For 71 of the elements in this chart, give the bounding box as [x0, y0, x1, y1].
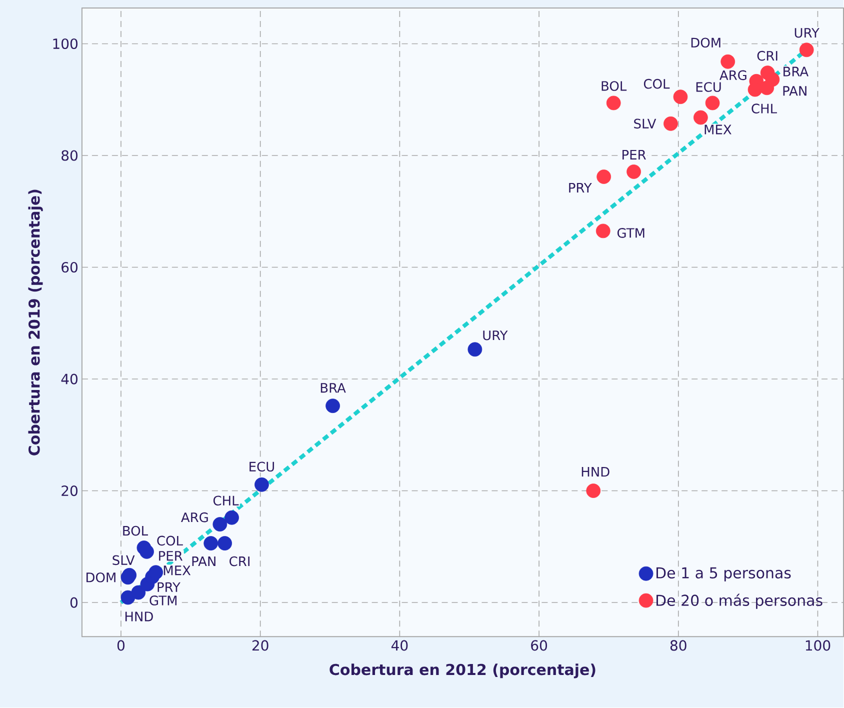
point: [254, 478, 269, 492]
point: [596, 170, 612, 184]
annotation: COL: [157, 536, 183, 546]
annotation: URY: [483, 330, 508, 340]
point: [664, 116, 678, 132]
x-tick-label: 0: [117, 640, 124, 651]
y-tick-label: 80: [62, 150, 78, 162]
annotation: PRY: [569, 183, 592, 193]
x-axis-title: Cobertura en 2012 (porcentaje): [330, 664, 596, 678]
annotation: CRI: [230, 556, 250, 566]
point: [626, 164, 641, 180]
x-tick-label: 20: [252, 640, 268, 651]
annotation: SLV: [112, 555, 135, 566]
point: [748, 82, 762, 97]
point: [224, 510, 239, 525]
point: [596, 224, 610, 238]
y-tick-label: 20: [62, 486, 78, 496]
point: [140, 544, 154, 560]
annotation: PAN: [192, 556, 216, 566]
x-tick-label: 60: [531, 640, 548, 651]
point: [218, 536, 232, 551]
annotation: DOM: [691, 38, 720, 48]
annotation: BOL: [602, 81, 627, 92]
y-tick-label: 100: [53, 38, 78, 50]
point: [204, 536, 218, 551]
point: [693, 110, 708, 125]
point: [720, 54, 736, 70]
annotation: BRA: [320, 383, 346, 393]
y-axis-title: Cobertura en 2019 (porcentaje): [28, 190, 43, 456]
annotation: ARG: [720, 70, 746, 80]
annotation: PAN: [783, 86, 806, 96]
point: [326, 398, 340, 414]
point: [468, 342, 482, 357]
annotation: GTM: [150, 596, 176, 606]
legend-label: De 1 a 5 personas: [656, 568, 791, 582]
annotation: PER: [622, 150, 646, 160]
x-tick-label: 40: [391, 640, 408, 651]
annotation: ECU: [250, 462, 274, 472]
annotation: MEX: [704, 124, 732, 134]
y-tick-label: 60: [62, 262, 78, 273]
point: [673, 90, 688, 104]
annotation: DOM: [86, 572, 116, 583]
annotation: BRA: [784, 66, 808, 76]
annotation: CHL: [752, 104, 777, 114]
annotation: SLV: [634, 118, 656, 129]
annotation: CRI: [757, 51, 778, 61]
y-tick-label: 0: [70, 597, 78, 608]
point: [606, 96, 621, 110]
legend-label: De 20 o más personas: [656, 594, 822, 610]
y-tick-label: 40: [61, 374, 78, 385]
annotation: CHL: [213, 496, 239, 506]
annotation: COL: [644, 79, 670, 89]
annotation: PER: [159, 551, 182, 561]
annotation: GTM: [617, 228, 644, 238]
point: [148, 565, 164, 580]
x-tick-label: 80: [670, 640, 686, 651]
point: [705, 96, 720, 110]
annotation: BOL: [123, 526, 148, 536]
annotation: ARG: [181, 512, 208, 522]
point: [586, 484, 601, 498]
x-tick-label: 100: [806, 640, 830, 651]
annotation: HND: [582, 467, 610, 477]
point: [212, 517, 228, 532]
point: [760, 80, 774, 96]
annotation: PRY: [158, 582, 180, 592]
annotation: ECU: [696, 82, 721, 92]
annotation: URY: [794, 28, 820, 38]
point: [131, 585, 146, 600]
annotation: MEX: [164, 566, 191, 576]
point: [799, 42, 814, 58]
annotation: HND: [125, 612, 153, 622]
